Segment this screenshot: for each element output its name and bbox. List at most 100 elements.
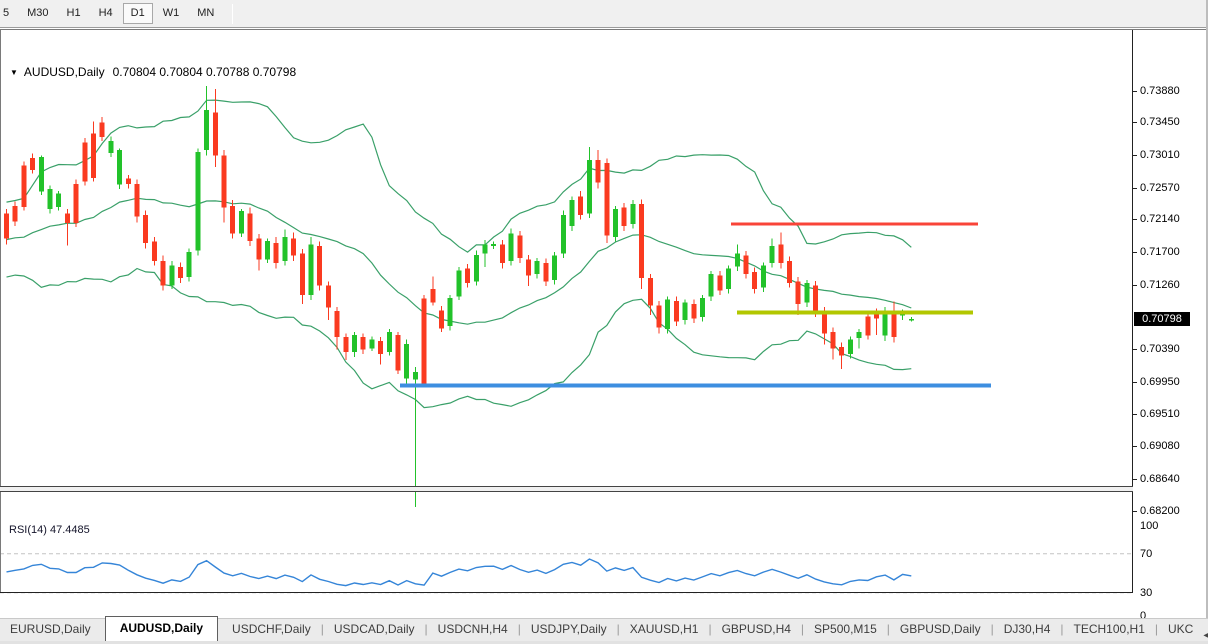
candle-body-bear — [334, 311, 340, 338]
candle-body-bear — [691, 303, 697, 319]
rsi-indicator-label: RSI(14) 47.4485 — [9, 524, 90, 536]
candle-body-bull — [734, 253, 740, 267]
timeframe-button-h1[interactable]: H1 — [66, 7, 81, 19]
chart-tab-gbpusd[interactable]: GBPUSD,Daily — [899, 622, 981, 636]
chart-tab-dj30[interactable]: DJ30,H4 — [1003, 622, 1051, 636]
candle-body-bull — [404, 343, 410, 379]
candle-body-bear — [230, 206, 236, 234]
price-axis-tick — [1133, 414, 1137, 415]
chart-tab-bar: EURUSD,Daily AUDUSD,Daily USDCHF,Daily | USD… — [0, 616, 1208, 641]
tab-separator: | — [708, 622, 712, 636]
price-axis-tick — [1133, 91, 1137, 92]
tab-scroll-left-icon[interactable]: ◂ — [1203, 630, 1208, 641]
candle-body-bear — [99, 122, 105, 138]
candle-body-bear — [64, 213, 70, 224]
candle-body-bull — [117, 149, 123, 185]
window-frame-right — [1206, 0, 1208, 644]
candle-body-bull — [456, 270, 462, 297]
chart-tab-eurusd[interactable]: EURUSD,Daily — [10, 622, 91, 636]
candle-body-bull — [508, 233, 514, 261]
price-axis-tick — [1133, 155, 1137, 156]
chart-tab-tech100[interactable]: TECH100,H1 — [1073, 622, 1145, 636]
price-axis-label: 0.73880 — [1140, 85, 1180, 97]
window-frame-top — [0, 29, 1208, 30]
price-axis-tick — [1133, 446, 1137, 447]
chart-tab-xauusd[interactable]: XAUUSD,H1 — [629, 622, 699, 636]
status-strip — [0, 641, 1208, 644]
chart-window[interactable]: ▼ AUDUSD,Daily 0.70804 0.70804 0.70788 0.7… — [0, 29, 1208, 640]
price-axis-label: 0.68640 — [1140, 473, 1180, 485]
tab-separator: | — [800, 622, 805, 636]
candle-body-bear — [821, 311, 827, 334]
rsi-line — [6, 558, 912, 587]
timeframe-toolbar: 5 M30 H1 H4 D1 W1 MN — [0, 0, 1208, 28]
price-axis-label: 0.69080 — [1140, 440, 1180, 452]
candle-body-bear — [839, 346, 845, 356]
timeframe-button-5[interactable]: 5 — [3, 7, 10, 19]
timeframe-button-w1[interactable]: W1 — [162, 7, 180, 19]
candle-body-bear — [273, 243, 279, 264]
candle-body-bull — [38, 157, 44, 192]
candle-body-bull — [760, 265, 766, 288]
candle-body-bull — [804, 283, 810, 303]
chart-tab-usdcnh[interactable]: USDCNH,H4 — [437, 622, 508, 636]
candle-body-bull — [630, 203, 636, 224]
candle-body-bear — [778, 244, 784, 264]
candle-body-bull — [708, 274, 714, 297]
tab-separator: | — [424, 622, 428, 636]
pane-splitter[interactable] — [0, 487, 1133, 491]
tab-separator: | — [320, 622, 324, 636]
chart-tab-usdchf[interactable]: USDCHF,Daily — [232, 622, 311, 636]
candle-body-bear — [647, 277, 653, 306]
candle-body-bear — [360, 337, 366, 350]
candle-body-bear — [143, 214, 149, 243]
candle-body-bull — [56, 193, 62, 207]
candle-body-bull — [204, 109, 210, 150]
candle-body-bear — [439, 310, 444, 329]
candle-body-bear — [299, 253, 305, 295]
candle-body-bear — [151, 241, 157, 261]
chart-dropdown-icon[interactable]: ▼ — [10, 68, 18, 77]
timeframe-button-m30[interactable]: M30 — [27, 7, 49, 19]
candle-body-bear — [578, 196, 584, 215]
candle-body-bear — [125, 178, 131, 184]
candle-body-bull — [700, 297, 705, 318]
candle-body-bull — [726, 268, 732, 289]
candle-body-bull — [908, 318, 914, 321]
candle-body-bear — [874, 313, 879, 319]
chart-tab-audusd[interactable]: AUDUSD,Daily — [104, 616, 219, 641]
candle-body-bear — [787, 260, 792, 284]
candle-body-bear — [343, 337, 349, 352]
timeframe-button-mn[interactable]: MN — [197, 7, 215, 19]
chart-title: ▼ AUDUSD,Daily 0.70804 0.70804 0.70788 0.7… — [10, 65, 296, 79]
price-axis-label: 0.73010 — [1140, 149, 1180, 161]
price-axis-label: 0.71260 — [1140, 279, 1180, 291]
candle-body-bull — [47, 189, 53, 209]
candle-body-bull — [586, 160, 592, 214]
candle-body-bear — [430, 289, 436, 303]
candle-body-bear — [639, 203, 645, 278]
price-axis-tick — [1133, 285, 1137, 286]
timeframe-button-d1[interactable]: D1 — [122, 3, 153, 24]
chart-tab-ukc[interactable]: UKC — [1168, 622, 1194, 636]
chart-tab-usdcad[interactable]: USDCAD,Daily — [333, 622, 415, 636]
rsi-scale-label: 70 — [1140, 548, 1153, 560]
candle-body-bear — [178, 266, 183, 278]
candle-body-bear — [73, 183, 79, 224]
timeframe-button-h4[interactable]: H4 — [98, 7, 113, 19]
chart-tab-gbpusd[interactable]: GBPUSD,H4 — [721, 622, 791, 636]
candle-body-bear — [212, 112, 218, 156]
chart-canvas[interactable] — [0, 29, 1132, 623]
candle-body-bull — [534, 260, 540, 275]
candle-body-bear — [134, 183, 140, 217]
chart-tab-sp500[interactable]: SP500,M15 — [814, 622, 877, 636]
candle-body-bull — [238, 211, 244, 234]
candle-body-bear — [517, 235, 523, 258]
chart-tab-usdjpy[interactable]: USDJPY,Daily — [530, 622, 607, 636]
candle-body-bear — [673, 300, 679, 322]
candle-body-bull — [769, 246, 775, 263]
candle-body-bear — [30, 157, 36, 170]
candle-body-bear — [604, 163, 610, 236]
price-axis-tick — [1133, 188, 1137, 189]
bollinger-lower-band — [6, 267, 912, 409]
